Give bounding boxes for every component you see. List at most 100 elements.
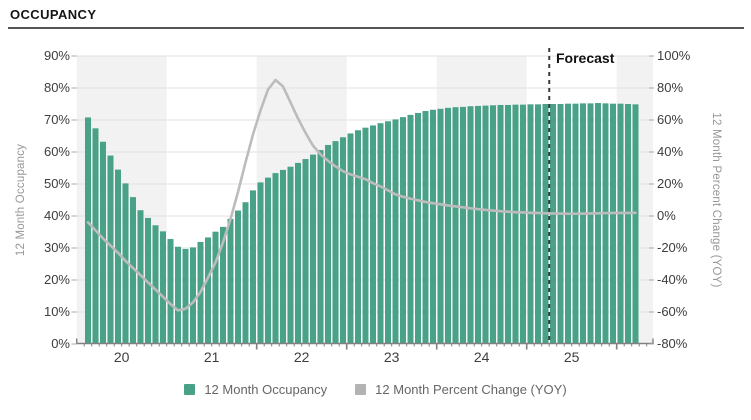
- occupancy-bar: [460, 106, 466, 344]
- left-axis-tick-label: 20%: [43, 272, 70, 287]
- occupancy-bar: [610, 103, 616, 345]
- x-axis-year-label: 20: [113, 349, 130, 365]
- left-axis-tick-label: 0%: [51, 336, 70, 351]
- occupancy-bar: [632, 104, 639, 344]
- occupancy-bar: [100, 141, 106, 344]
- occupancy-bar: [445, 107, 451, 344]
- occupancy-bar: [602, 103, 609, 344]
- right-axis-tick-label: 80%: [657, 80, 684, 95]
- occupancy-bar: [310, 154, 316, 344]
- occupancy-bar: [430, 109, 436, 344]
- occupancy-bar: [400, 117, 406, 345]
- occupancy-bar: [482, 105, 489, 344]
- left-axis-tick-labels: 0% 10% 20% 30% 40% 50% 60% 70% 80% 90%: [0, 0, 70, 420]
- occupancy-bar: [317, 150, 324, 344]
- occupancy-bar: [130, 197, 136, 344]
- left-axis-tick-label: 40%: [43, 208, 70, 223]
- occupancy-bar: [467, 106, 474, 345]
- occupancy-bar: [250, 190, 256, 344]
- occupancy-bar: [542, 104, 549, 344]
- occupancy-bar: [302, 159, 309, 344]
- occupancy-bar: [535, 104, 541, 344]
- occupancy-bar: [205, 237, 211, 344]
- occupancy-bar: [152, 225, 159, 344]
- occupancy-bar: [332, 141, 339, 344]
- occupancy-bar: [242, 202, 249, 344]
- legend-item-percent-change[interactable]: 12 Month Percent Change (YOY): [355, 382, 567, 397]
- right-axis-tick-label: -40%: [657, 272, 688, 287]
- right-axis-tick-label: 100%: [657, 48, 691, 63]
- occupancy-bar: [557, 104, 564, 344]
- occupancy-bar: [212, 231, 219, 344]
- percent-change-line: [86, 78, 637, 312]
- x-axis-year-label: 21: [203, 349, 220, 365]
- right-axis-tick-label: -80%: [657, 336, 688, 351]
- occupancy-bar: [257, 182, 264, 344]
- x-axis-year-label: 23: [383, 349, 400, 365]
- occupancy-bar: [355, 130, 361, 344]
- occupancy-bar: [572, 103, 579, 345]
- occupancy-bar: [385, 121, 391, 344]
- right-axis-tick-label: -60%: [657, 304, 688, 319]
- occupancy-bar: [220, 226, 226, 344]
- year-shading-band: [436, 56, 527, 344]
- left-axis-tick-label: 10%: [43, 304, 70, 319]
- occupancy-bar: [107, 155, 114, 344]
- left-axis-tick-label: 50%: [43, 176, 70, 191]
- occupancy-bar: [295, 162, 301, 344]
- occupancy-bar: [452, 107, 459, 344]
- left-axis-tick-label: 90%: [43, 48, 70, 63]
- occupancy-bar: [580, 103, 586, 344]
- x-axis-year-label: 25: [563, 349, 580, 365]
- occupancy-bar: [280, 169, 286, 344]
- right-axis-tick-labels: -80% -60% -40% -20% 0% 20% 40% 60% 80% 100%: [657, 0, 717, 420]
- occupancy-bar: [287, 166, 294, 344]
- occupancy-bar: [167, 239, 174, 344]
- right-axis-title: 12 Month Percent Change (YOY): [710, 112, 722, 288]
- occupancy-bar: [505, 104, 511, 345]
- legend-item-occupancy[interactable]: 12 Month Occupancy: [184, 382, 327, 397]
- occupancy-bar: [175, 246, 181, 344]
- occupancy-bar: [512, 104, 519, 344]
- occupancy-bar: [235, 210, 241, 344]
- x-axis-year-label: 22: [293, 349, 310, 365]
- year-shading-band: [76, 56, 167, 344]
- occupancy-bar: [587, 103, 594, 344]
- occupancy-bar: [115, 169, 121, 344]
- chart-legend: 12 Month Occupancy 12 Month Percent Chan…: [0, 382, 751, 397]
- right-axis-tick-label: 60%: [657, 112, 684, 127]
- percent-change-swatch-icon: [355, 384, 367, 395]
- right-axis-tick-label: 0%: [657, 208, 676, 223]
- occupancy-bar: [527, 104, 534, 344]
- occupancy-bar: [122, 183, 129, 344]
- left-axis-tick-label: 60%: [43, 144, 70, 159]
- legend-label: 12 Month Occupancy: [204, 382, 328, 397]
- left-axis-tick-label: 80%: [43, 80, 70, 95]
- occupancy-bar: [137, 210, 144, 344]
- occupancy-bar: [182, 248, 189, 344]
- right-axis-tick-label: 40%: [657, 144, 684, 159]
- occupancy-bar: [520, 104, 526, 344]
- occupancy-bar: [272, 173, 279, 344]
- occupancy-bar: [340, 137, 346, 344]
- occupancy-bar: [407, 114, 414, 344]
- occupancy-bar: [227, 218, 234, 344]
- occupancy-swatch-icon: [184, 384, 196, 395]
- forecast-label: Forecast: [556, 50, 615, 66]
- occupancy-bar: [490, 105, 496, 344]
- occupancy-bar: [160, 231, 166, 344]
- occupancy-bar: [347, 133, 354, 344]
- right-axis-tick-label: 20%: [657, 176, 684, 191]
- occupancy-bar: [85, 117, 91, 344]
- left-axis-title: 12 Month Occupancy: [15, 143, 27, 257]
- occupancy-bar: [565, 103, 571, 345]
- occupancy-bar: [415, 112, 421, 345]
- occupancy-bar: [265, 177, 271, 344]
- legend-label: 12 Month Percent Change (YOY): [375, 382, 567, 397]
- occupancy-bar: [92, 128, 99, 344]
- occupancy-bar: [625, 104, 631, 344]
- occupancy-bar: [437, 108, 444, 344]
